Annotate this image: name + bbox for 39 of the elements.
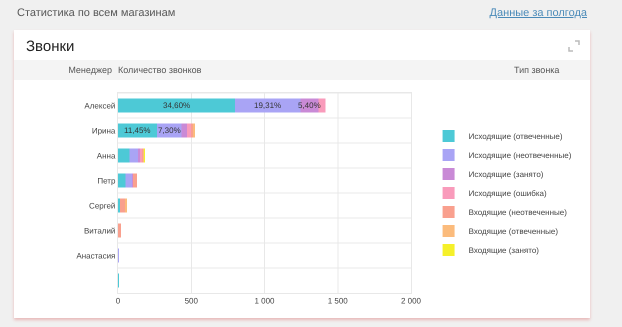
bar — [118, 174, 126, 188]
legend-label: Входящие (отвеченные) — [468, 227, 558, 236]
annotation: 11,45% — [124, 126, 151, 135]
chart-title: Звонки — [26, 38, 74, 55]
x-axis-title: Количество звонков — [118, 65, 202, 75]
legend-label: Входящие (неотвеченные) — [468, 208, 568, 218]
annotation: 5,40% — [298, 101, 321, 110]
bar — [118, 148, 130, 162]
y-tick-label: Ирина — [92, 126, 116, 136]
annotation: 19,31% — [254, 101, 282, 110]
x-tick-label: 1 000 — [254, 296, 276, 306]
legend-title: Тип звонка — [514, 65, 560, 75]
bar — [118, 98, 236, 112]
text: Статистика по всем магазинам — [17, 7, 176, 19]
legend-label: Исходящие (неотвеченные) — [468, 151, 572, 160]
x-tick-label: 2 000 — [400, 296, 422, 306]
annotation: 34,60% — [163, 101, 190, 110]
y-tick-label: Виталий — [84, 226, 116, 236]
bar — [318, 98, 326, 112]
annotation: 7,30% — [158, 126, 181, 135]
y-tick-label: Анастасия — [76, 251, 116, 260]
y-tick-label: Анна — [96, 151, 116, 160]
bar — [235, 98, 300, 112]
x-tick-label: 0 — [116, 296, 121, 306]
legend-label: Входящие (занято) — [468, 246, 540, 256]
x-tick-label: 1 500 — [328, 296, 348, 306]
bar — [181, 124, 188, 138]
legend-label: Исходящие (ошибка) — [468, 189, 547, 198]
y-tick-label: Сергей — [89, 201, 116, 210]
text: Данные за полгода — [490, 7, 587, 19]
legend-label: Исходящие (отвеченные) — [468, 132, 563, 142]
legend-label: Исходящие (занято) — [468, 170, 544, 180]
bar — [126, 174, 132, 188]
y-axis-title: Менеджер — [68, 65, 112, 75]
bar — [129, 148, 138, 162]
bar — [133, 174, 137, 188]
y-tick-label: Алексей — [84, 101, 116, 110]
y-tick-label: Петр — [97, 176, 116, 186]
x-tick-label: 500 — [184, 296, 198, 306]
